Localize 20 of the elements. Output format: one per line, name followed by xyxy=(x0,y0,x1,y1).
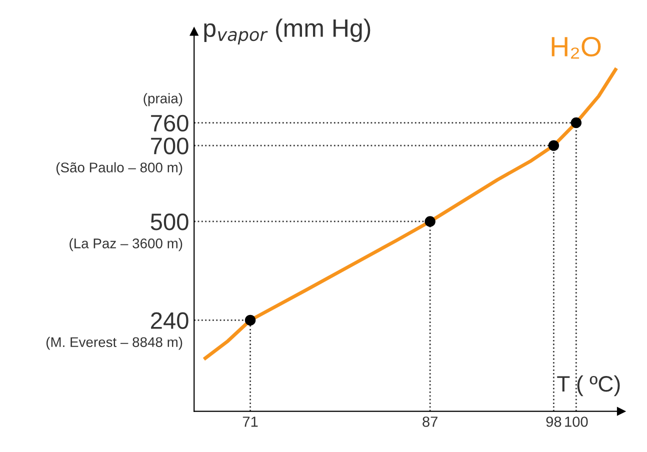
y-tick-label: 500 xyxy=(150,214,188,230)
x-axis-title: T ( ºC) xyxy=(557,375,620,396)
series-label: H₂O xyxy=(552,36,601,59)
y-tick-label: 760 xyxy=(151,114,188,132)
y-tick-label: 240 xyxy=(151,312,188,329)
text: (praia) xyxy=(144,93,182,106)
point xyxy=(548,140,560,151)
x-tick-label: 100 xyxy=(565,416,588,427)
x-tick-label: 98 xyxy=(546,416,562,427)
point xyxy=(424,216,436,227)
text: (La Paz – 3600 m) xyxy=(70,238,182,252)
text: (M. Everest – 8848 m) xyxy=(46,336,182,350)
line-series xyxy=(204,68,618,360)
y-axis-title: p$_{vapor}$ (mm Hg) xyxy=(204,18,370,44)
text: (São Paulo – 800 m) xyxy=(56,162,182,176)
x-tick-label: 71 xyxy=(242,416,258,427)
point xyxy=(244,314,256,326)
y-tick-label: 700 xyxy=(151,138,188,154)
x-tick-label: 87 xyxy=(422,416,438,427)
point xyxy=(570,117,582,128)
